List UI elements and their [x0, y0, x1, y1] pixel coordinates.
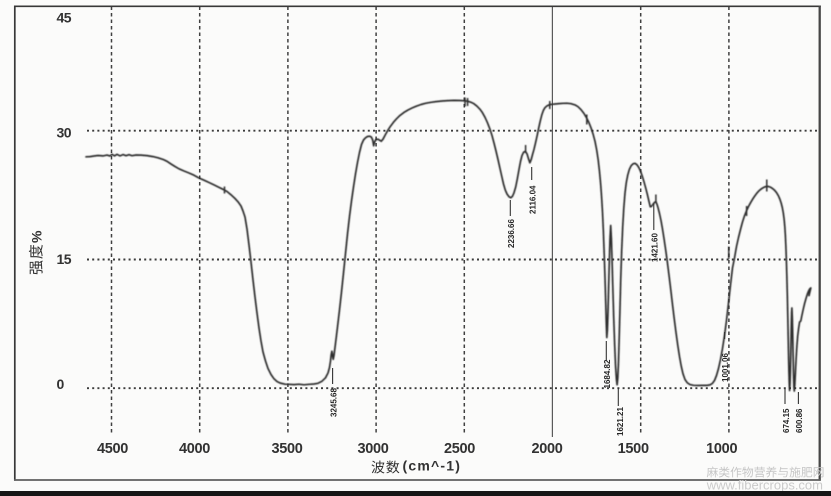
svg-text:2500: 2500: [444, 441, 475, 457]
svg-text:3245.68: 3245.68: [329, 388, 338, 417]
svg-text:(cm^-1): (cm^-1): [403, 458, 462, 474]
svg-text:2236.66: 2236.66: [507, 219, 516, 248]
svg-text:2116.04: 2116.04: [529, 185, 538, 214]
svg-text:0: 0: [57, 376, 65, 392]
svg-text:1621.21: 1621.21: [616, 407, 625, 436]
svg-text:3000: 3000: [357, 441, 388, 457]
svg-text:30: 30: [57, 124, 72, 140]
svg-text:4500: 4500: [97, 441, 128, 457]
svg-text:1500: 1500: [618, 441, 649, 457]
svg-text:674.15: 674.15: [782, 408, 791, 433]
svg-text:4000: 4000: [179, 441, 210, 457]
svg-text:3500: 3500: [271, 441, 302, 457]
svg-text:2000: 2000: [531, 441, 562, 457]
svg-text:600.86: 600.86: [795, 408, 804, 433]
svg-text:1684.82: 1684.82: [603, 359, 612, 388]
svg-text:www.fibercrops.com: www.fibercrops.com: [706, 478, 823, 493]
svg-text:1001.06: 1001.06: [721, 353, 730, 382]
svg-text:%: %: [29, 230, 45, 243]
svg-text:1421.60: 1421.60: [651, 233, 660, 262]
svg-text:15: 15: [57, 251, 72, 267]
svg-text:45: 45: [57, 10, 72, 26]
svg-text:1000: 1000: [706, 441, 737, 457]
